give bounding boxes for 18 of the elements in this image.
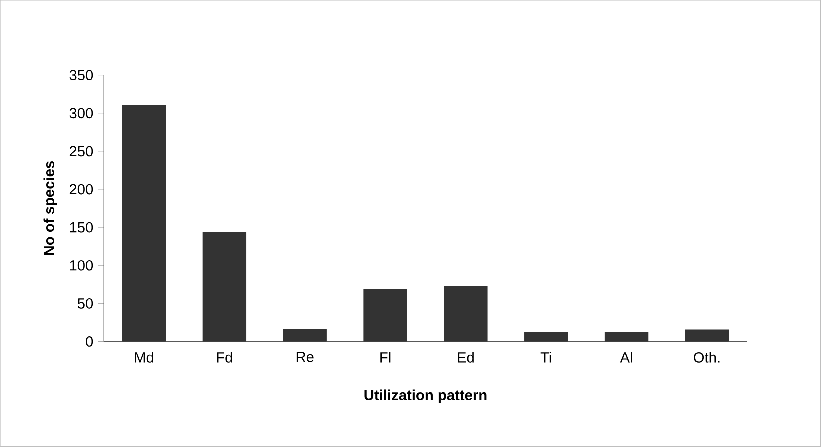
- x-tick-label: Oth.: [694, 352, 720, 363]
- y-tick-label: 200: [70, 184, 94, 195]
- x-tick-label: Md: [135, 352, 154, 363]
- y-tick-label: 300: [70, 108, 94, 118]
- x-tick-label: Al: [620, 352, 632, 363]
- y-axis-title: No of species: [44, 161, 58, 256]
- y-tick-label: 350: [70, 70, 94, 80]
- x-tick-label: Ti: [540, 352, 552, 363]
- y-tick-label: 150: [70, 222, 94, 233]
- y-tick-label: 0: [86, 336, 94, 347]
- y-tick-label: 250: [70, 146, 94, 156]
- x-tick-label: Re: [296, 352, 314, 362]
- y-tick-label: 100: [70, 260, 94, 271]
- x-tick-label: Ed: [458, 352, 474, 363]
- x-axis-title: Utilization pattern: [364, 390, 487, 404]
- x-tick-label: Fd: [217, 352, 232, 363]
- y-tick-label: 50: [78, 298, 94, 309]
- x-tick-label: Fl: [380, 352, 391, 363]
